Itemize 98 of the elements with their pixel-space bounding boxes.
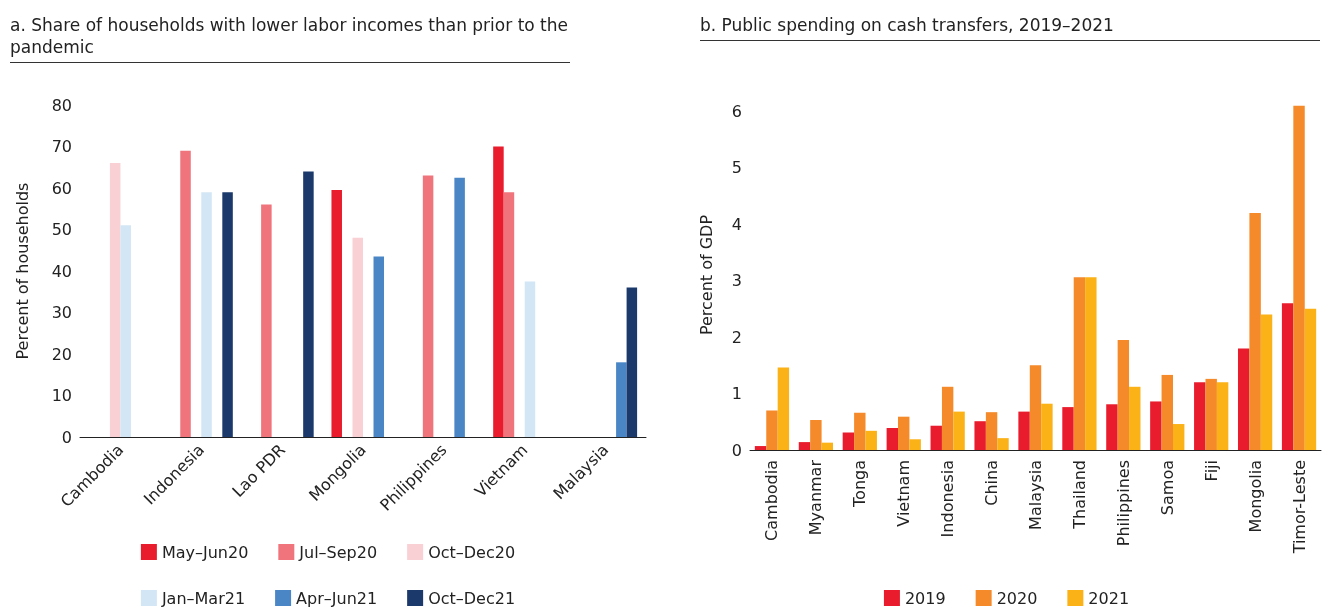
bar [422,175,434,437]
legend-label: 2019 [904,588,946,608]
bar [1062,407,1074,450]
x-tick-label: Timor-Leste [1289,460,1309,555]
bar [1041,403,1053,450]
y-tick-label: 70 [51,137,72,156]
chart-title: b. Public spending on cash transfers, 2019–2021 [700,14,1320,41]
bar [373,256,385,437]
y-tick-label: 60 [51,178,72,198]
y-tick-label: 3 [731,271,742,291]
y-tick-label: 0 [61,427,72,447]
bar [810,420,822,450]
bar [109,163,121,437]
bar [930,425,942,450]
y-tick-label: 0 [731,440,742,460]
bar [865,430,877,450]
legend-label: May–Jun20 [161,542,249,562]
x-tick-label: Mongolia [1245,460,1265,533]
legend-label: 2021 [1088,588,1130,608]
bar [1205,378,1217,450]
bar [524,281,536,437]
legend-label: 2020 [996,588,1038,608]
bar [1293,105,1305,450]
y-tick-label: 50 [51,220,72,239]
bar [953,411,965,450]
bar [842,432,855,450]
bar [1161,374,1173,450]
bar [997,438,1009,450]
legend-label: Jul–Sep20 [298,542,378,562]
bar [331,190,342,437]
x-tick-label: Samoa [1157,460,1177,516]
x-tick-label: Myanmar [806,459,826,536]
bar [854,412,866,450]
bar [616,362,627,437]
x-tick-label: Thailand [1069,460,1089,530]
bar [1194,382,1206,450]
bar [1106,404,1118,450]
bar [1150,401,1162,450]
legend-label: Apr–Jun21 [296,588,378,608]
bar [454,177,465,437]
bar [777,367,790,450]
bar [1216,382,1229,450]
bar [303,171,314,437]
y-axis-title: Percent of households [12,182,32,360]
legend-label: Jan–Mar21 [160,588,246,608]
bar [909,439,921,450]
bar [1260,314,1273,450]
bar [1018,411,1030,450]
bar [898,416,910,450]
bar [1281,303,1294,450]
bar [261,204,272,437]
bar [1029,365,1042,450]
y-tick-label: 30 [51,303,72,322]
y-tick-label: 10 [51,386,72,405]
x-tick-label: China [982,460,1002,506]
x-tick-label: Indonesia [938,460,958,538]
bar [1073,277,1086,450]
bar [974,421,986,450]
legend-label: Oct–Dec21 [428,588,516,608]
x-tick-label: Philippines [1113,460,1133,547]
bar [798,442,811,450]
y-tick-label: 40 [51,261,72,281]
bar [1085,277,1097,450]
bar [120,225,131,437]
bar [985,412,998,450]
bar [1129,386,1141,450]
bar [886,427,899,450]
bar [493,146,504,437]
bar [754,446,767,450]
bar [1304,308,1317,450]
bar [941,386,954,450]
bar [1172,424,1185,450]
x-tick-label: Malaysia [1026,460,1045,530]
bar [180,150,191,437]
bar [626,287,638,437]
y-tick-label: 1 [731,384,742,404]
bar [1117,339,1130,450]
bar [201,192,212,437]
y-tick-label: 2 [731,327,742,347]
bar [352,237,363,437]
bar [222,192,233,437]
y-tick-label: 80 [51,95,72,115]
y-axis-title: Percent of GDP [696,214,716,336]
bar [503,192,515,437]
x-tick-label: Vietnam [894,460,914,527]
bar [766,410,778,450]
y-tick-label: 20 [51,344,72,364]
bar [821,442,834,450]
bar [1249,212,1261,450]
bar [1237,348,1250,450]
x-tick-label: Cambodia [762,460,782,541]
y-tick-label: 4 [731,214,742,234]
y-tick-label: 5 [731,158,742,178]
legend-label: Oct–Dec20 [428,542,516,562]
x-tick-label: Fiji [1201,460,1221,482]
x-tick-label: Tonga [850,460,870,508]
chart-title: a. Share of households with lower labor incomes than prior to the pandemic [10,14,570,63]
y-tick-label: 6 [731,101,742,121]
